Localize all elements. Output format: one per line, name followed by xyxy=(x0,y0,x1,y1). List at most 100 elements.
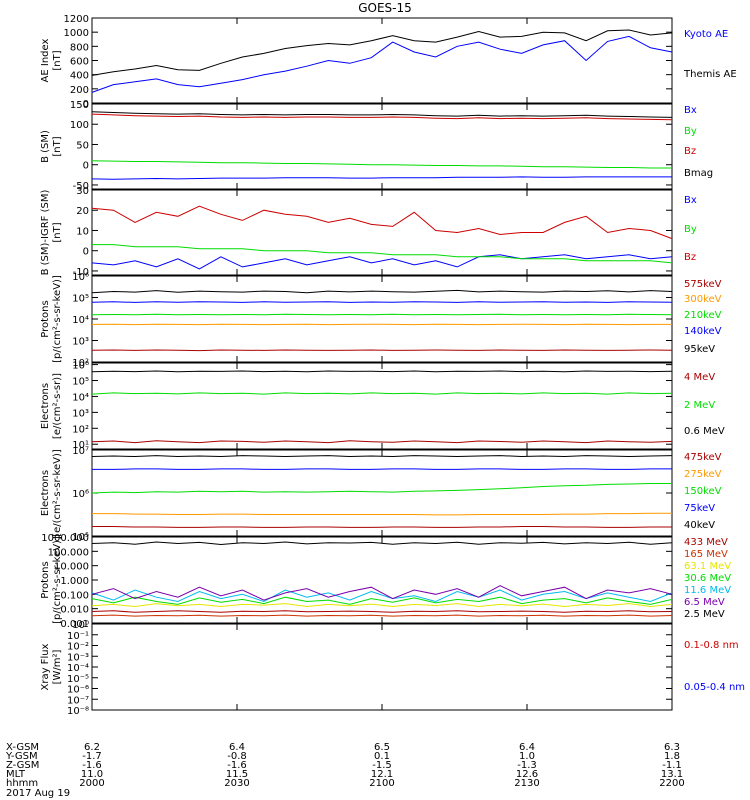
series-2-5-mev xyxy=(91,610,673,613)
series-95kev xyxy=(91,349,673,352)
y-tick-label: 10⁶ xyxy=(72,361,89,372)
panel-ae: 0 200 400 600 800 1000 1200 AE Index [nT] Kyoto A… xyxy=(40,14,737,110)
series-40kev xyxy=(91,455,673,458)
y-tick-label: 10⁵ xyxy=(72,377,89,388)
y-tick-label: 10¹ xyxy=(72,440,89,451)
legend-entry: Kyoto AE xyxy=(684,29,728,40)
orbit-value: 0.1 xyxy=(374,751,390,762)
legend-entry: 95keV xyxy=(684,344,715,355)
y-axis-label: Xray Flux xyxy=(40,643,51,690)
panel-digrf: -10 0 10 20 30 B (SM)-IGRF (SM) [nT] Bx By Bz xyxy=(40,186,697,278)
orbit-value: -1.6 xyxy=(227,760,247,771)
y-tick-label: 10⁻² xyxy=(67,642,89,653)
legend-entry: 275keV xyxy=(684,469,722,480)
series-75kev xyxy=(92,468,672,470)
y-axis-label: [nT] xyxy=(52,136,63,156)
legend-entry: 40keV xyxy=(684,520,715,531)
legend-entry: 575keV xyxy=(684,279,722,290)
orbit-value: 11.0 xyxy=(81,769,103,780)
y-tick-label: 10² xyxy=(72,358,89,369)
series-475kev xyxy=(92,526,672,528)
orbit-value: 2130 xyxy=(514,778,539,789)
orbit-value: 2200 xyxy=(659,778,684,789)
panel-frame xyxy=(91,17,673,104)
y-axis-label: [e/(cm²-s-sr)] xyxy=(52,373,63,439)
legend-entry: 2 MeV xyxy=(684,400,715,411)
legend-entry: 6.5 MeV xyxy=(684,597,725,608)
y-tick-label: 10⁻⁵ xyxy=(67,674,89,685)
orbit-value: 11.5 xyxy=(226,769,248,780)
y-axis-label: B (SM) xyxy=(40,130,51,163)
panel-frame xyxy=(91,275,673,363)
legend-entry: 75keV xyxy=(684,503,715,514)
y-axis-label: [nT] xyxy=(52,222,63,242)
series-by xyxy=(91,160,672,169)
orbit-value: -1.3 xyxy=(517,760,537,771)
orbit-date: 2017 Aug 19 xyxy=(6,788,70,799)
series-bmag xyxy=(91,111,673,118)
legend-entry: 150keV xyxy=(684,486,722,497)
series-165-mev xyxy=(91,614,673,617)
orbit-value: 13.1 xyxy=(661,769,683,780)
y-axis-label: Electrons xyxy=(40,383,51,429)
y-tick-label: 10⁷ xyxy=(72,446,89,457)
legend-entry: Bz xyxy=(684,252,696,263)
orbit-value: -1.1 xyxy=(662,760,682,771)
series-by xyxy=(92,244,673,264)
legend-entry: 0.6 MeV xyxy=(684,426,725,437)
y-tick-label: 600 xyxy=(70,57,89,68)
y-tick-label: 10⁻⁷ xyxy=(67,695,89,706)
y-tick-label: 0 xyxy=(83,161,89,172)
orbit-value: 2100 xyxy=(369,778,394,789)
y-tick-label: 0.100 xyxy=(60,590,89,601)
series-433-mev xyxy=(91,541,673,546)
orbit-value: 6.4 xyxy=(229,742,245,753)
panel-frame xyxy=(91,449,673,537)
series-575kev xyxy=(91,289,673,294)
y-tick-label: 10⁶ xyxy=(72,489,89,500)
series-150kev xyxy=(91,483,672,494)
legend-entry: 140keV xyxy=(684,326,722,337)
series-bx xyxy=(91,254,673,270)
orbit-row-label: Y-GSM xyxy=(5,751,38,762)
y-tick-label: 1.000 xyxy=(60,576,89,587)
legend-entry: 11.6 MeV xyxy=(684,585,731,596)
orbit-row-label: X-GSM xyxy=(6,742,39,753)
y-tick-label: 10.000 xyxy=(54,562,89,573)
orbit-value: -1.6 xyxy=(82,760,102,771)
orbit-value: 6.4 xyxy=(519,742,535,753)
legend-entry: 433 MeV xyxy=(684,537,728,548)
panel-frame xyxy=(91,362,673,450)
legend-entry: By xyxy=(684,224,697,235)
legend-entry: By xyxy=(684,126,697,137)
orbit-value: 1.8 xyxy=(664,751,680,762)
y-tick-label: 1200 xyxy=(64,14,89,25)
y-tick-label: 0.001 xyxy=(60,619,89,630)
y-tick-label: 10² xyxy=(72,424,89,435)
y-tick-label: 10⁻³ xyxy=(67,652,89,663)
y-tick-label: 100 xyxy=(70,120,89,131)
y-axis-label: [W/m²] xyxy=(52,649,63,684)
y-tick-label: 10⁻¹ xyxy=(67,631,89,642)
legend-entry: Bx xyxy=(684,105,697,116)
legend-entry: Bz xyxy=(684,146,696,157)
y-tick-label: 10⁻⁶ xyxy=(67,685,89,696)
series-11-6-mev xyxy=(91,589,673,603)
y-axis-label: [p/(cm²-s-sr-keV)] xyxy=(52,275,63,363)
legend-entry: 63.1 MeV xyxy=(684,561,731,572)
y-tick-label: 100.000 xyxy=(48,547,89,558)
series-4-mev xyxy=(91,440,673,444)
legend-entry: 165 MeV xyxy=(684,549,728,560)
legend-entry: 30.6 MeV xyxy=(684,573,731,584)
panel-electrons2: 10⁵ 10⁶ 10⁷ Electrons [e/(cm²-s-sr-keV)] 475k… xyxy=(40,446,722,543)
legend-entry: 2.5 MeV xyxy=(684,609,725,620)
panel-protons2: 0.001 0.010 0.100 1.000 10.000 100.000 1000.00… xyxy=(40,533,731,630)
series-2-mev xyxy=(91,392,673,395)
series-kyoto-ae xyxy=(91,35,673,93)
series-0-6-mev xyxy=(91,370,673,373)
y-tick-label: 150 xyxy=(70,100,89,111)
orbit-value: 6.2 xyxy=(84,742,100,753)
orbit-row-label: hhmm xyxy=(6,778,38,789)
